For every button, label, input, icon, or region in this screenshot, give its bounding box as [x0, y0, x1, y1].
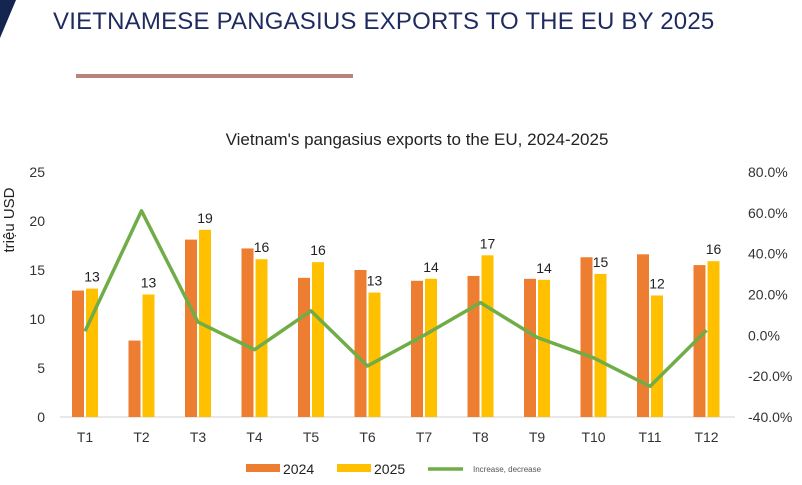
- x-tick-label: T3: [190, 429, 207, 445]
- data-label: 19: [197, 210, 213, 226]
- bar-2024: [693, 265, 706, 417]
- y-axis-label: triệu USD: [1, 187, 18, 252]
- y-tick-label: 5: [37, 360, 45, 376]
- bar-2025: [594, 273, 607, 417]
- corner-decoration: [0, 0, 16, 38]
- bar-2025: [368, 292, 381, 417]
- data-label: 13: [84, 269, 100, 285]
- y2-tick-label: -40.0%: [748, 409, 792, 425]
- data-label: 15: [593, 254, 609, 270]
- data-label: 16: [254, 239, 270, 255]
- bar-2024: [354, 270, 367, 417]
- legend-label-2025: 2025: [374, 461, 405, 477]
- bar-2025: [651, 295, 663, 417]
- bar-2024: [580, 257, 593, 417]
- bar-2025: [425, 278, 437, 417]
- y-tick-label: 0: [37, 409, 45, 425]
- data-label: 16: [310, 242, 326, 258]
- legend-swatch-2024: [246, 464, 280, 472]
- x-tick-label: T5: [303, 429, 320, 445]
- y2-tick-label: 20.0%: [748, 287, 788, 303]
- bar-2024: [241, 248, 254, 417]
- x-tick-label: T9: [529, 429, 546, 445]
- legend-label-2024: 2024: [283, 461, 314, 477]
- y2-tick-label: 60.0%: [748, 205, 788, 221]
- x-tick-label: T4: [246, 429, 263, 445]
- data-label: 12: [649, 275, 665, 291]
- legend-label-change: Increase, decrease: [473, 465, 542, 474]
- data-label: 14: [423, 259, 439, 275]
- data-label: 13: [367, 273, 383, 289]
- page-title: VIETNAMESE PANGASIUS EXPORTS TO THE EU B…: [53, 8, 715, 35]
- bar-2025: [199, 229, 211, 417]
- y2-tick-label: 0.0%: [748, 327, 780, 343]
- x-tick-label: T7: [416, 429, 433, 445]
- bar-2024: [637, 254, 649, 417]
- y-tick-label: 25: [29, 164, 45, 180]
- chart-title: Vietnam's pangasius exports to the EU, 2…: [226, 130, 609, 149]
- bar-2025: [142, 294, 155, 417]
- x-tick-label: T11: [638, 429, 661, 445]
- bar-2024: [524, 278, 536, 417]
- x-tick-label: T1: [77, 429, 94, 445]
- data-label: 16: [706, 241, 722, 257]
- bar-2024: [467, 275, 480, 417]
- x-tick-label: T6: [359, 429, 376, 445]
- bar-2024: [128, 340, 141, 417]
- bar-2024: [72, 290, 84, 417]
- y-tick-label: 10: [29, 311, 45, 327]
- bar-2025: [538, 279, 550, 417]
- bar-2025: [312, 262, 324, 417]
- bar-2025: [707, 261, 720, 417]
- data-label: 14: [536, 260, 552, 276]
- bar-2025: [255, 259, 268, 417]
- data-label: 13: [141, 275, 157, 291]
- x-tick-label: T2: [133, 429, 150, 445]
- bar-2025: [481, 255, 494, 417]
- bar-2024: [411, 280, 423, 417]
- y2-tick-label: 40.0%: [748, 246, 788, 262]
- y2-tick-label: -20.0%: [748, 368, 792, 384]
- x-tick-label: T12: [694, 429, 718, 445]
- bar-2024: [298, 277, 310, 417]
- change-line: [83, 209, 708, 389]
- data-label: 17: [480, 235, 496, 251]
- x-tick-label: T8: [472, 429, 489, 445]
- bar-2024: [185, 239, 197, 417]
- y-tick-label: 15: [29, 262, 45, 278]
- y-tick-label: 20: [29, 213, 45, 229]
- x-tick-label: T10: [581, 429, 605, 445]
- legend-swatch-2025: [337, 464, 371, 472]
- y2-tick-label: 80.0%: [748, 164, 788, 180]
- title-underline: [76, 74, 353, 78]
